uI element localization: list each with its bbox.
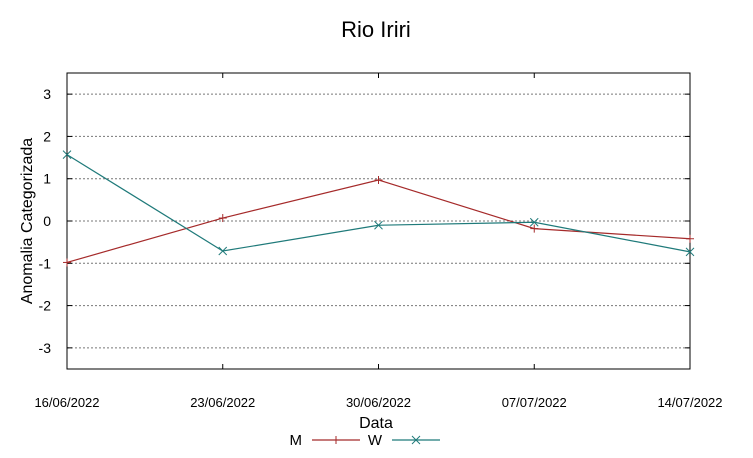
y-tick-label: -3 xyxy=(39,340,52,356)
x-tick-label: 07/07/2022 xyxy=(502,395,567,410)
legend-label: W xyxy=(368,432,383,449)
y-tick-label: -1 xyxy=(39,255,52,271)
y-tick-label: -2 xyxy=(39,298,52,314)
data-point-W xyxy=(374,220,383,230)
data-point-M xyxy=(63,258,71,267)
x-tick-label: 14/07/2022 xyxy=(657,395,722,410)
x-axis-label: Data xyxy=(359,415,393,432)
data-point-M xyxy=(218,214,227,223)
x-axis-ticks: 16/06/2022 23/06/2022 30/06/2022 07/07/2022… xyxy=(34,73,723,410)
series-line-W xyxy=(66,154,691,253)
x-tick-label: 30/06/2022 xyxy=(346,395,411,410)
data-point-W xyxy=(529,217,539,227)
y-tick-label: 0 xyxy=(43,213,51,229)
data-point-W xyxy=(685,247,695,257)
data-point-M xyxy=(374,175,383,184)
data-point-M xyxy=(530,224,539,233)
x-tick-label: 23/06/2022 xyxy=(190,395,255,410)
data-point-M xyxy=(686,234,694,243)
series-layer xyxy=(62,150,695,267)
grid-lines xyxy=(67,93,690,349)
x-tick-label: 16/06/2022 xyxy=(34,395,99,410)
data-point-W xyxy=(62,150,72,159)
y-tick-label: 2 xyxy=(43,128,51,144)
y-axis-ticks: 3 2 1 0 -1 -2 -3 xyxy=(39,86,690,356)
data-point-W xyxy=(218,246,228,256)
legend-label: M xyxy=(290,432,303,449)
chart-title: Rio Iriri xyxy=(341,17,411,42)
y-tick-label: 3 xyxy=(43,86,51,102)
y-tick-label: 1 xyxy=(43,171,51,187)
legend-marker xyxy=(332,436,340,444)
y-axis-label: Anomalia Categorizada xyxy=(19,138,36,304)
legend-marker xyxy=(411,435,421,445)
